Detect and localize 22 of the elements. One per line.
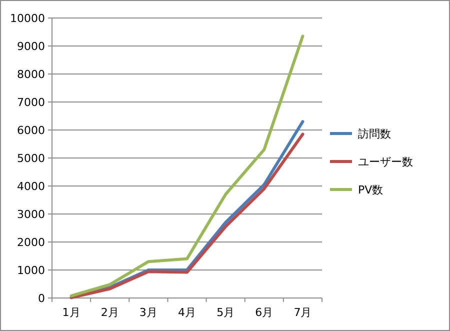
y-tick-label: 10000 <box>10 12 45 25</box>
y-tick-label: 3000 <box>17 208 45 221</box>
line-series <box>70 34 304 298</box>
y-tick-label: 0 <box>38 292 45 305</box>
legend-label: PV数 <box>358 183 384 196</box>
y-tick-label: 1000 <box>17 264 45 277</box>
y-tick-label: 6000 <box>17 124 45 137</box>
y-tick-label: 2000 <box>17 236 45 249</box>
y-tick-label: 4000 <box>17 180 45 193</box>
legend-label: ユーザー数 <box>358 155 413 168</box>
x-tick-label: 2月 <box>100 306 119 319</box>
y-tick-label: 5000 <box>17 152 45 165</box>
y-tick-label: 8000 <box>17 68 45 81</box>
x-tick-label: 3月 <box>139 306 158 319</box>
x-tick-label: 5月 <box>216 306 235 319</box>
legend-label: 訪問数 <box>358 127 391 140</box>
x-tick-label: 6月 <box>255 306 274 319</box>
y-tick-label: 7000 <box>17 96 45 109</box>
y-tick-label: 9000 <box>17 40 45 53</box>
x-tick-label: 1月 <box>62 306 80 319</box>
x-tick-label: 7月 <box>294 306 312 319</box>
x-tick-label: 4月 <box>178 306 196 319</box>
